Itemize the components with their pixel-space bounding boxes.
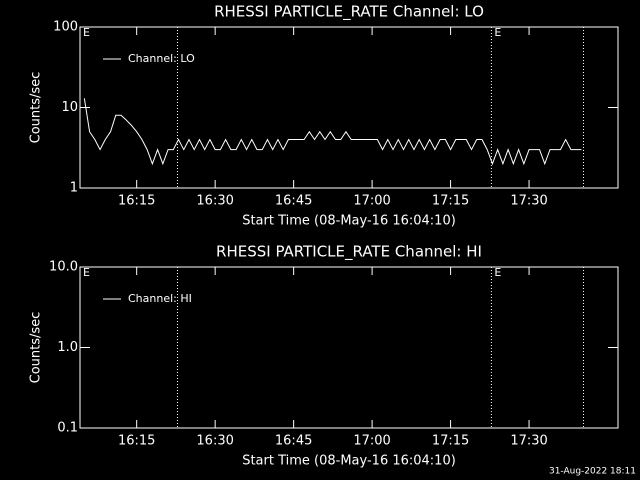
x-tick-label: 16:30 bbox=[196, 194, 233, 209]
x-tick-label: 16:15 bbox=[118, 434, 155, 449]
y-tick-label: 0.1 bbox=[57, 421, 78, 436]
y-tick-label: 10.0 bbox=[49, 260, 78, 275]
x-tick-label: 16:30 bbox=[196, 434, 233, 449]
x-axis-label: Start Time (08-May-16 16:04:10) bbox=[242, 214, 456, 229]
marker-label: E bbox=[83, 26, 90, 39]
chart-title: RHESSI PARTICLE_RATE Channel: HI bbox=[216, 243, 482, 262]
x-tick-label: 17:15 bbox=[432, 194, 469, 209]
x-axis-label: Start Time (08-May-16 16:04:10) bbox=[242, 454, 456, 469]
data-line bbox=[83, 98, 582, 166]
legend-label: Channel: HI bbox=[128, 292, 192, 305]
x-tick-label: 17:30 bbox=[510, 434, 547, 449]
footer: 31-Aug-2022 18:11 bbox=[549, 467, 636, 477]
y-axis-label: Counts/sec bbox=[29, 72, 44, 144]
x-tick-label: 16:45 bbox=[275, 194, 312, 209]
x-tick-label: 17:00 bbox=[353, 434, 390, 449]
x-tick-label: 17:00 bbox=[353, 194, 390, 209]
legend-label: Channel: LO bbox=[128, 52, 195, 65]
marker-label: E bbox=[494, 266, 501, 279]
marker-label: E bbox=[83, 266, 90, 279]
y-tick-label: 100 bbox=[53, 20, 78, 35]
y-tick-label: 10 bbox=[61, 100, 78, 115]
x-tick-label: 17:30 bbox=[510, 194, 547, 209]
chart-title: RHESSI PARTICLE_RATE Channel: LO bbox=[214, 3, 484, 22]
marker-label: E bbox=[494, 26, 501, 39]
y-tick-label: 1.0 bbox=[57, 340, 78, 355]
y-tick-label: 1 bbox=[70, 181, 78, 196]
x-tick-label: 16:15 bbox=[118, 194, 155, 209]
y-axis-label: Counts/sec bbox=[29, 312, 44, 384]
x-tick-label: 17:15 bbox=[432, 434, 469, 449]
x-tick-label: 16:45 bbox=[275, 434, 312, 449]
